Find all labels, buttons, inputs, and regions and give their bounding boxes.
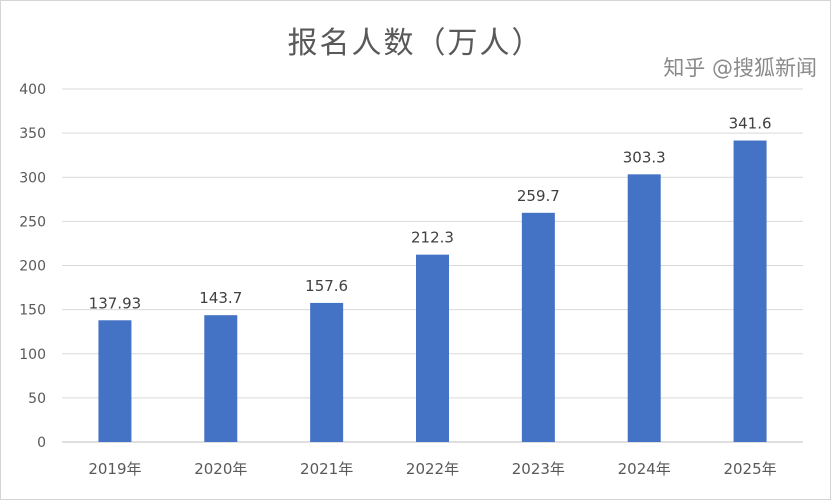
y-tick-label: 50	[28, 391, 46, 407]
bar	[521, 212, 555, 442]
y-tick-label: 400	[19, 82, 46, 98]
data-label: 259.7	[517, 187, 560, 205]
y-tick-label: 250	[19, 214, 46, 230]
data-label: 341.6	[729, 115, 772, 133]
y-tick-label: 0	[37, 435, 46, 451]
x-tick-label: 2022年	[406, 460, 459, 478]
y-tick-label: 300	[19, 170, 46, 186]
x-tick-label: 2025年	[723, 460, 776, 478]
bar	[204, 315, 238, 442]
data-label: 157.6	[305, 277, 348, 295]
bar	[733, 140, 767, 442]
bar	[98, 320, 132, 442]
bar	[416, 254, 449, 442]
data-label: 303.3	[623, 148, 666, 166]
data-label: 143.7	[199, 289, 242, 307]
y-tick-label: 200	[19, 259, 46, 275]
x-tick-label: 2019年	[88, 460, 141, 478]
data-label: 212.3	[411, 229, 454, 247]
bar	[310, 302, 344, 442]
watermark: 知乎 @搜狐新闻	[663, 56, 817, 80]
bar	[627, 174, 661, 442]
data-label: 137.93	[89, 294, 142, 312]
x-tick-label: 2021年	[300, 460, 353, 478]
y-tick-label: 100	[19, 347, 46, 363]
x-tick-label: 2020年	[194, 460, 247, 478]
x-tick-label: 2023年	[512, 460, 565, 478]
chart-title: 报名人数（万人）	[287, 26, 544, 61]
y-tick-label: 150	[19, 303, 46, 319]
y-tick-label: 350	[19, 126, 46, 142]
x-tick-label: 2024年	[618, 460, 671, 478]
